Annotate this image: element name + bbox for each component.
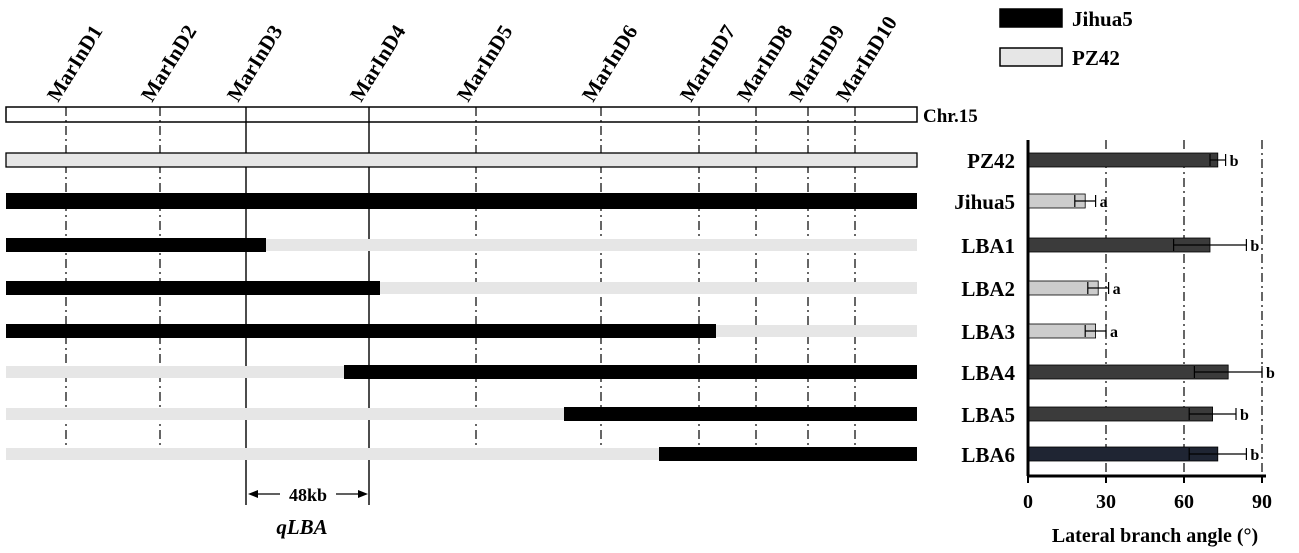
legend-swatch-pz42	[999, 47, 1063, 67]
chart-significance-lba6: b	[1250, 447, 1259, 464]
genotype-segment-lba3-1	[6, 324, 716, 338]
marker-label-4: MarInD4	[345, 20, 411, 105]
marker-label-7: MarInD7	[675, 21, 740, 106]
line-label-lba3: LBA3	[961, 320, 1015, 344]
chart-significance-lba2: a	[1113, 281, 1121, 298]
genotype-segment-jihua5-1	[6, 193, 917, 209]
interval-arrow-right	[358, 490, 368, 498]
chart-significance-jihua5: a	[1100, 194, 1108, 211]
genotype-segment-lba4-2	[344, 365, 917, 379]
qtl-label: qLBA	[276, 515, 327, 539]
genotype-segment-lba2-2	[380, 282, 917, 294]
line-label-lba5: LBA5	[961, 403, 1015, 427]
genotype-segment-lba1-2	[266, 239, 917, 251]
chart-significance-lba4: b	[1266, 365, 1275, 382]
legend-label-pz42: PZ42	[1072, 46, 1120, 70]
chart-x-axis-title: Lateral branch angle (°)	[1052, 525, 1258, 547]
line-label-pz42: PZ42	[967, 149, 1015, 173]
marker-label-3: MarInD3	[222, 21, 287, 106]
legend-label-jihua5: Jihua5	[1072, 7, 1133, 31]
line-label-jihua5: Jihua5	[954, 190, 1015, 214]
genotype-segment-lba2-1	[6, 281, 380, 295]
chart-bar-pz42	[1028, 152, 1219, 168]
chromosome-bar	[5, 106, 918, 123]
interval-arrow-left	[248, 490, 258, 498]
genotype-segment-lba6-2	[659, 447, 917, 461]
interval-distance-label: 48kb	[289, 485, 327, 505]
genotype-segment-lba5-1	[6, 408, 564, 420]
genotype-segment-lba6-1	[6, 448, 659, 460]
legend: Jihua5 PZ42	[999, 7, 1133, 70]
line-label-lba4: LBA4	[961, 361, 1015, 385]
marker-label-5: MarInD5	[452, 21, 517, 106]
chart-significance-lba1: b	[1250, 238, 1259, 255]
genotype-segment-pz42-1	[5, 152, 918, 168]
legend-swatch-jihua5	[999, 8, 1063, 28]
line-label-lba2: LBA2	[961, 277, 1015, 301]
genotype-segment-lba3-2	[716, 325, 917, 337]
line-labels: PZ42 Jihua5 LBA1 LBA2 LBA3 LBA4 LBA5 LBA6	[954, 149, 1015, 467]
line-label-lba1: LBA1	[961, 234, 1015, 258]
genotype-bars	[5, 152, 918, 461]
genotype-segment-lba5-2	[564, 407, 917, 421]
chart-tick-label-90: 90	[1252, 491, 1272, 513]
chart-significance-lba5: b	[1240, 407, 1249, 424]
chart-significance-pz42: b	[1230, 153, 1239, 170]
chart-ticks: 0 30 60 90	[1023, 476, 1272, 513]
chart-significance-lba3: a	[1110, 324, 1118, 341]
qtl-interval: 48kb qLBA	[248, 484, 368, 539]
marker-label-1: MarInD1	[42, 21, 107, 106]
marker-labels: MarInD1 MarInD2 MarInD3 MarInD4 MarInD5 MarIn…	[42, 12, 902, 106]
chart-grid	[1105, 140, 1263, 476]
chart-tick-label-30: 30	[1096, 491, 1116, 513]
marker-label-10: MarInD10	[831, 12, 902, 106]
chart-tick-label-0: 0	[1023, 491, 1033, 513]
chart-bar-lba5	[1028, 406, 1214, 422]
genotype-segment-lba4-1	[6, 366, 344, 378]
lateral-branch-angle-chart: b a b a a b b b 0 30 60 90 Lateral branch angle (°…	[1023, 140, 1275, 547]
chromosome-label: Chr.15	[923, 106, 978, 127]
line-label-lba6: LBA6	[961, 443, 1015, 467]
chart-bars: b a b a a b b b	[1028, 152, 1275, 464]
marker-label-2: MarInD2	[136, 21, 201, 106]
marker-label-6: MarInD6	[577, 21, 642, 106]
chart-tick-label-60: 60	[1174, 491, 1194, 513]
genotype-segment-lba1-1	[6, 238, 266, 252]
